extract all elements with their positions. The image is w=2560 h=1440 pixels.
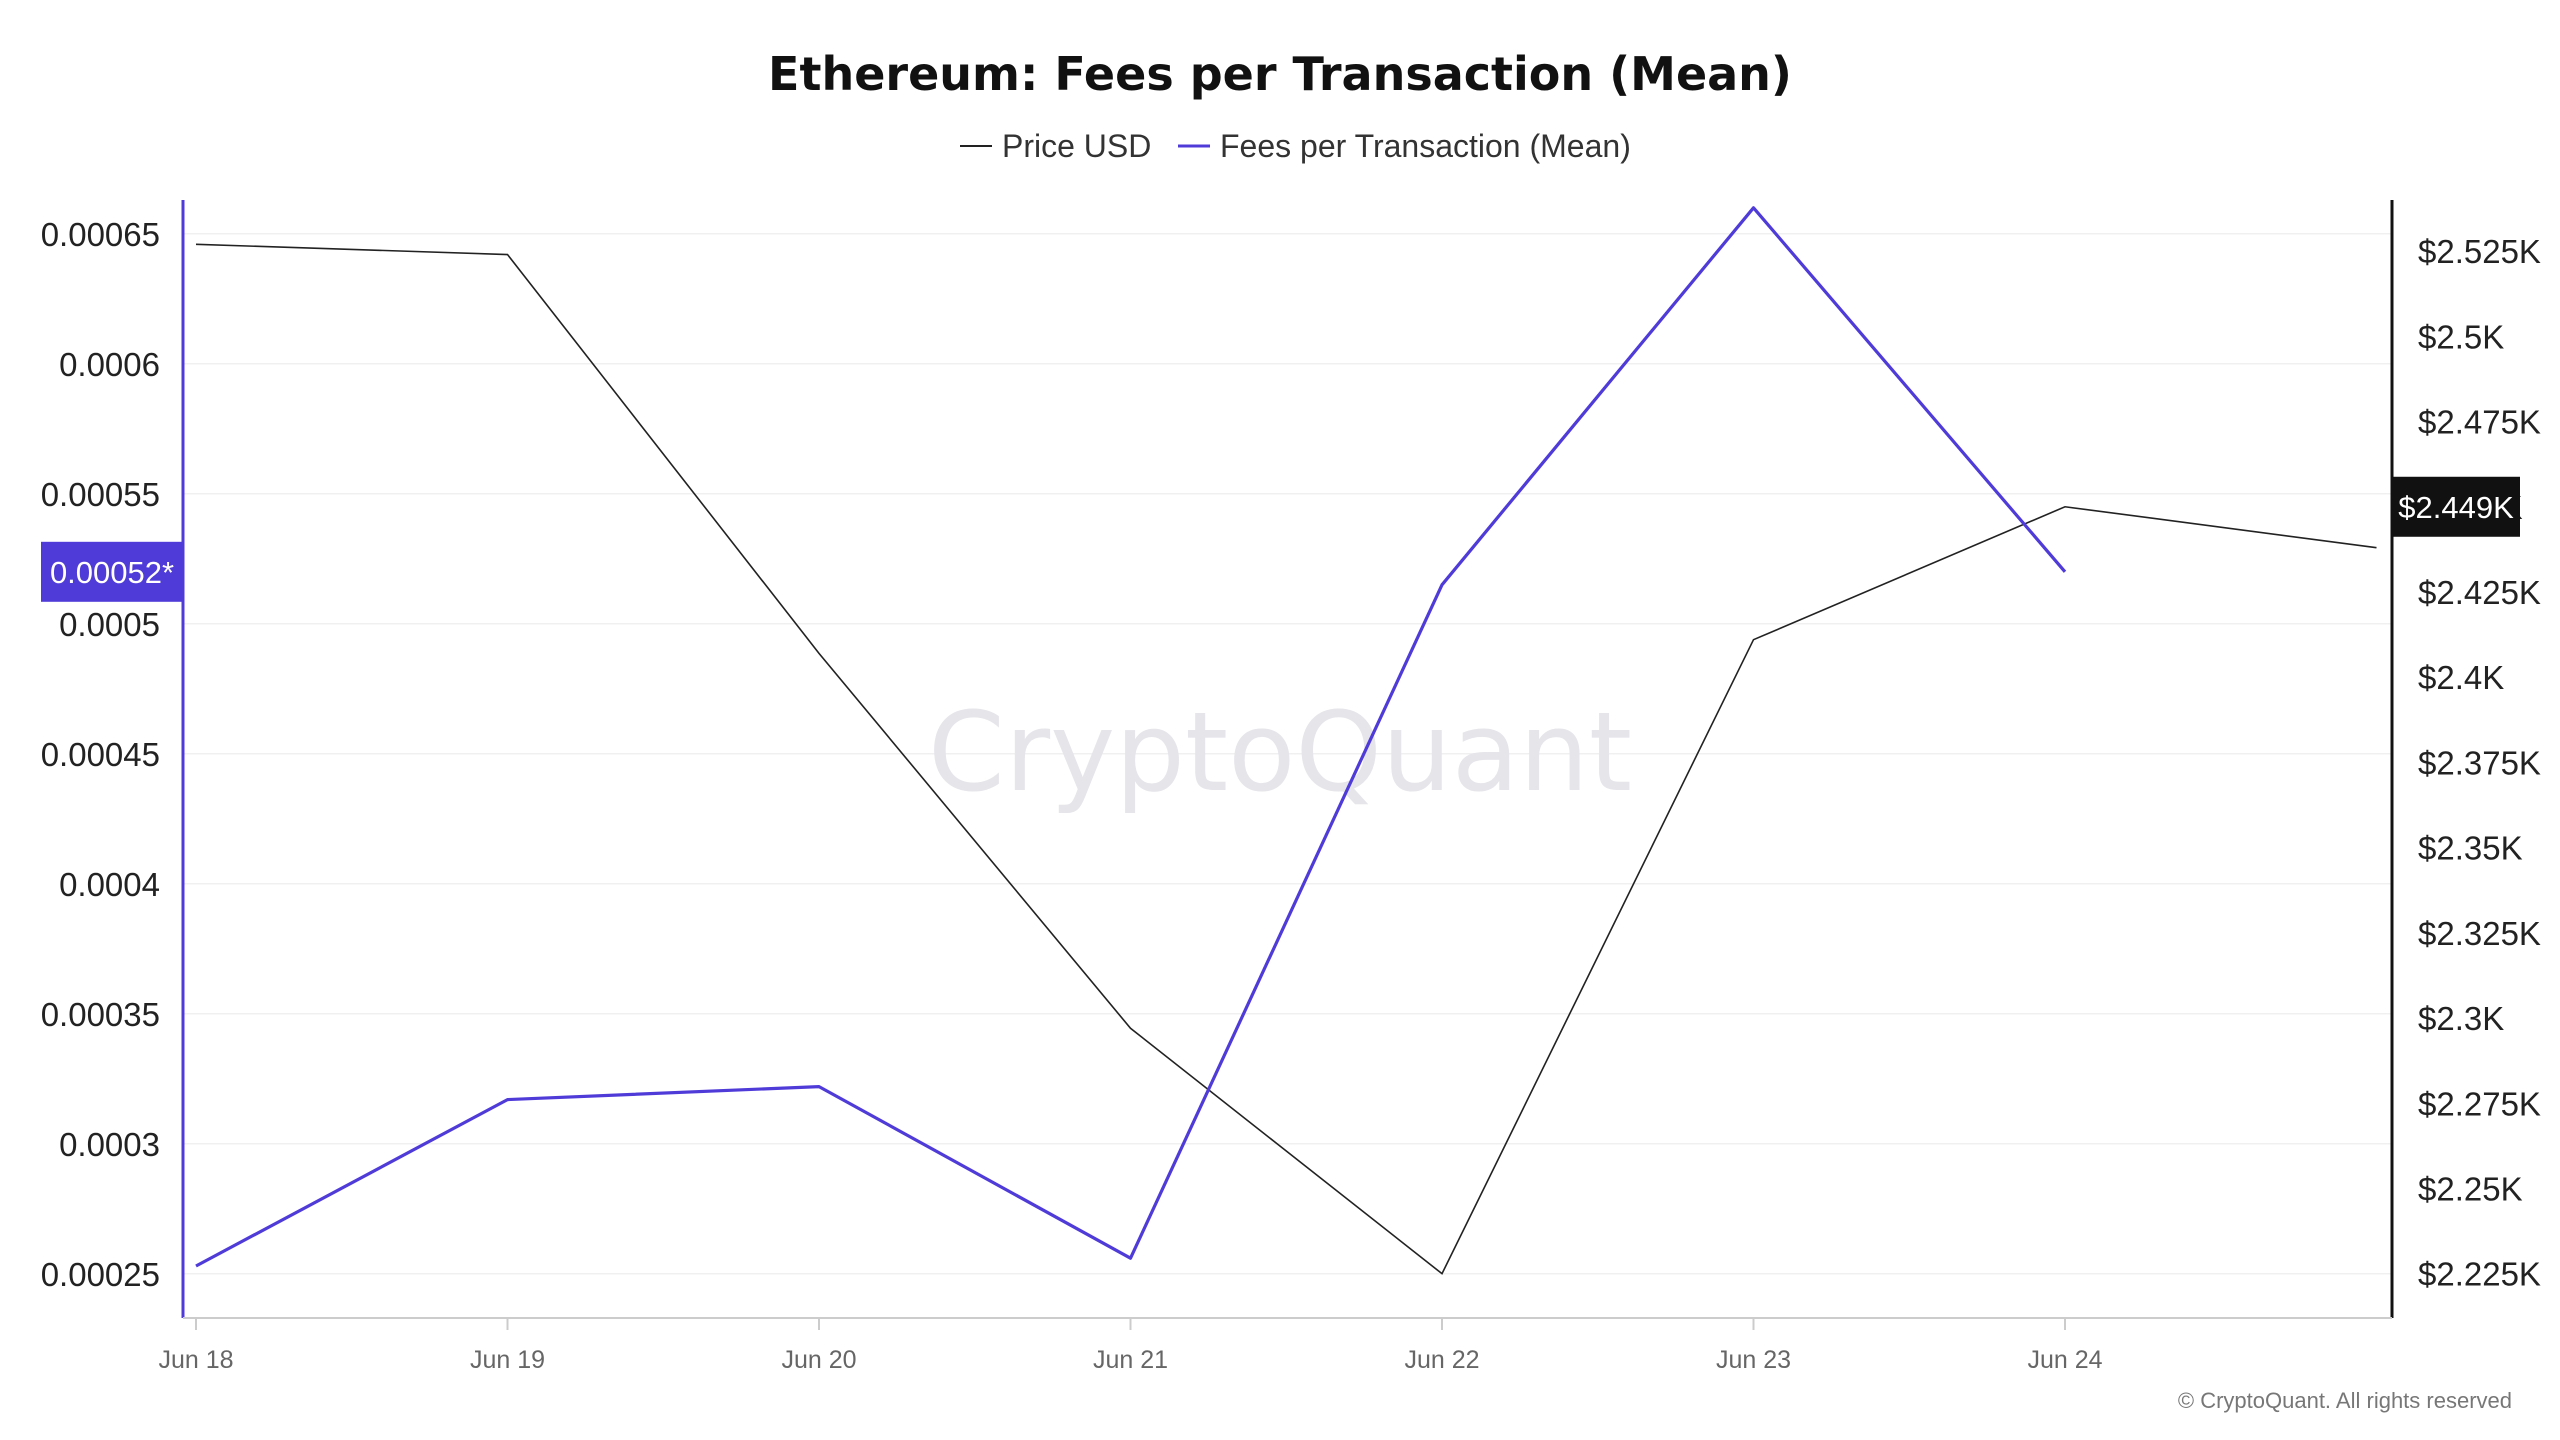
left-tick-label: 0.0003: [59, 1126, 160, 1163]
x-tick-label: Jun 23: [1716, 1346, 1791, 1374]
right-tick-label: $2.475K: [2418, 404, 2541, 441]
left-badge-background: [41, 541, 183, 602]
left-axis-ticks: 0.00025 0.0003 0.00035 0.0004 0.00045 0.0005 0…: [41, 216, 160, 1293]
right-current-value-badge: $2.449K: [2392, 476, 2520, 537]
left-tick-label: 0.00025: [41, 1256, 160, 1293]
left-tick-label: 0.00045: [41, 736, 160, 773]
legend-label-fees: Fees per Transaction (Mean): [1220, 128, 1631, 164]
right-tick-label: $2.375K: [2418, 744, 2541, 781]
right-badge-background: [2392, 476, 2520, 537]
left-current-value-badge: 0.00052*: [41, 541, 183, 602]
x-tick-label: Jun 20: [781, 1346, 856, 1374]
right-tick-label: $2.325K: [2418, 915, 2541, 952]
right-tick-label: $2.225K: [2418, 1256, 2541, 1293]
series-line-price: [195, 243, 2377, 1275]
x-axis-ticks: Jun 18 Jun 19 Jun 20 Jun 21 Jun 22 Jun 23 Jun …: [158, 1318, 2103, 1374]
right-tick-label: $2.3K: [2418, 1000, 2504, 1037]
chart-title: Ethereum: Fees per Transaction (Mean): [768, 47, 1792, 101]
right-tick-label: $2.25K: [2418, 1170, 2523, 1207]
right-tick-label: $2.275K: [2418, 1085, 2541, 1122]
series-line-fees: [195, 206, 2067, 1268]
left-badge-label: 0.00052*: [50, 555, 174, 590]
x-tick-label: Jun 24: [2027, 1346, 2102, 1374]
right-badge-label: $2.449K: [2398, 490, 2514, 525]
x-tick-label: Jun 19: [470, 1346, 545, 1374]
legend-item-price[interactable]: Price USD: [960, 128, 1151, 164]
right-tick-label: $2.35K: [2418, 830, 2523, 867]
x-tick-label: Jun 21: [1093, 1346, 1168, 1374]
left-tick-label: 0.0006: [59, 346, 160, 383]
x-tick-label: Jun 18: [158, 1346, 233, 1374]
right-axis-ticks: $2.225K $2.25K $2.275K $2.3K $2.325K $2.35K $2…: [2418, 233, 2541, 1293]
right-tick-label: $2.425K: [2418, 574, 2541, 611]
left-tick-label: 0.00055: [41, 476, 160, 513]
left-tick-label: 0.00065: [41, 216, 160, 253]
x-tick-label: Jun 22: [1404, 1346, 1479, 1374]
right-tick-label: $2.4K: [2418, 659, 2504, 696]
copyright-text: © CryptoQuant. All rights reserved: [2178, 1388, 2512, 1413]
legend: Price USD Fees per Transaction (Mean): [960, 128, 1631, 164]
watermark: CryptoQuant: [928, 688, 1632, 816]
grid-lines: [183, 233, 2392, 1275]
left-tick-label: 0.0005: [59, 606, 160, 643]
left-tick-label: 0.0004: [59, 866, 160, 903]
right-tick-label: $2.525K: [2418, 233, 2541, 270]
legend-item-fees[interactable]: Fees per Transaction (Mean): [1178, 128, 1631, 164]
left-tick-label: 0.00035: [41, 996, 160, 1033]
legend-label-price: Price USD: [1002, 128, 1151, 164]
right-tick-label: $2.5K: [2418, 318, 2504, 355]
